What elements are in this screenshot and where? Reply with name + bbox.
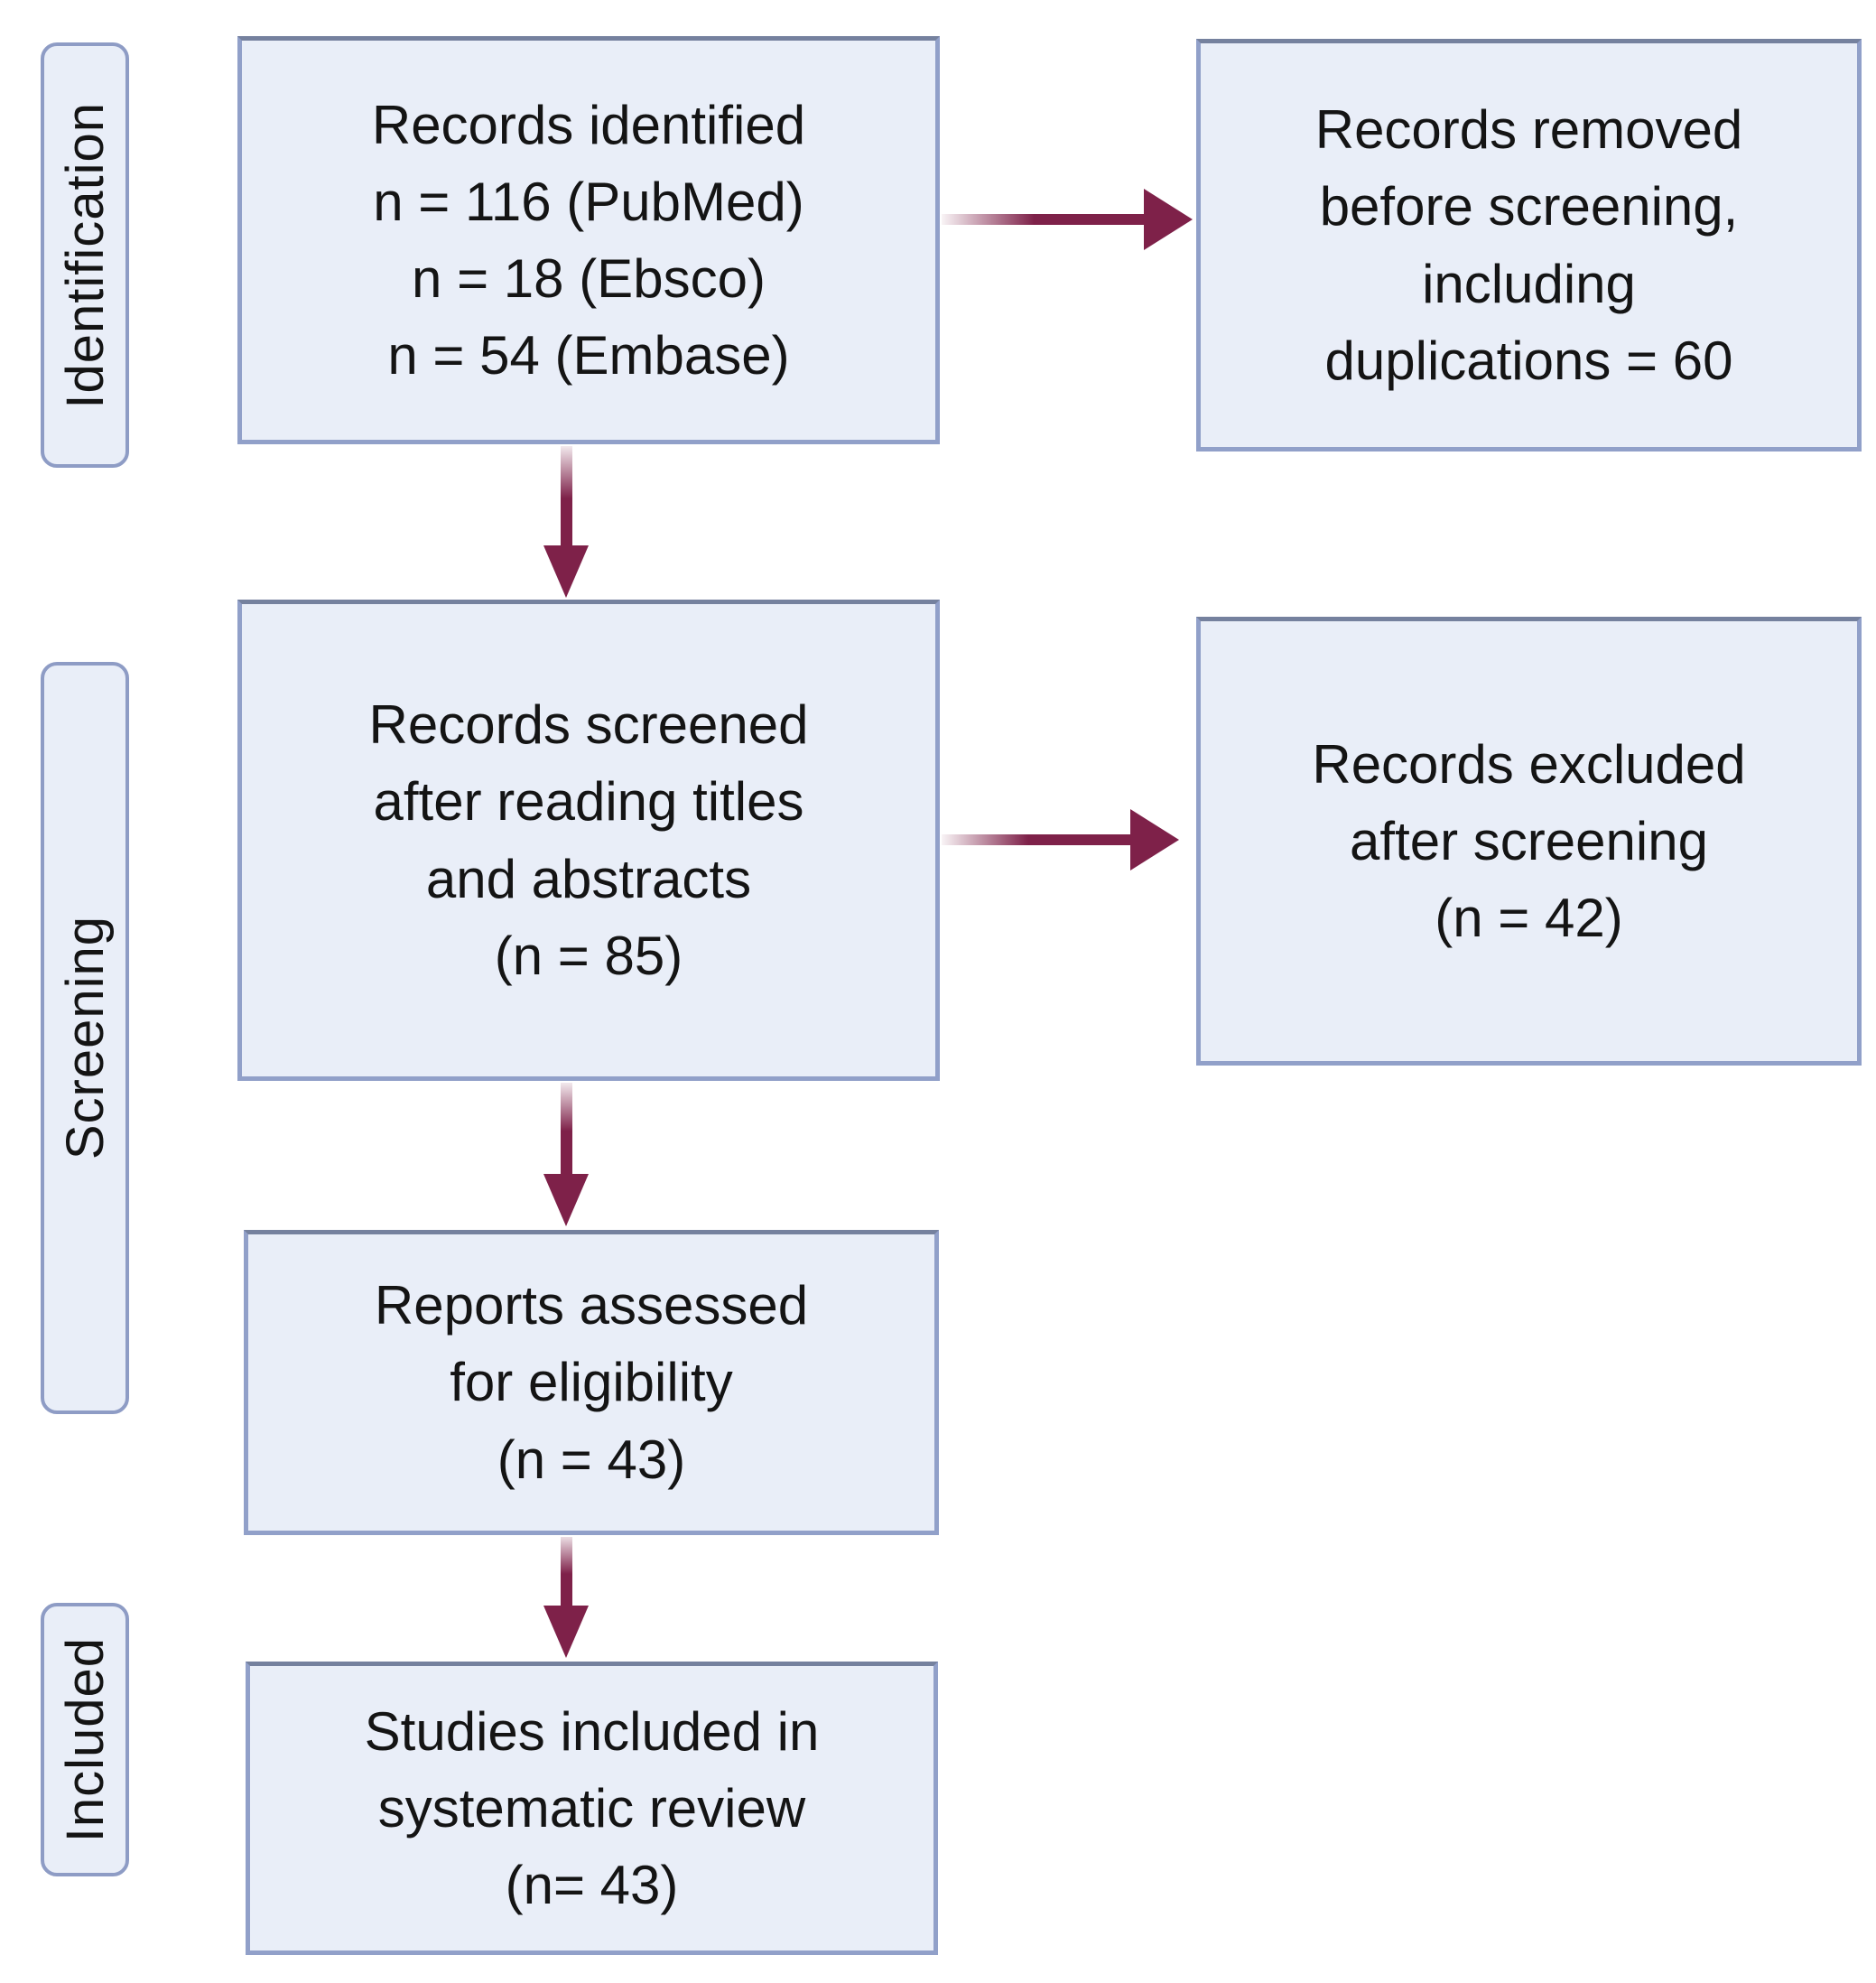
- box-studies-included: Studies included in systematic review (n…: [246, 1662, 938, 1955]
- box-records-identified-text: Records identified n = 116 (PubMed) n = …: [371, 94, 806, 386]
- box-records-identified: Records identified n = 116 (PubMed) n = …: [237, 36, 940, 444]
- stage-label-identification: Identification: [41, 42, 129, 468]
- box-reports-assessed: Reports assessed for eligibility (n = 43…: [244, 1230, 939, 1535]
- arrow-identified-to-removed: [942, 189, 1193, 250]
- arrow-assessed-to-included: [543, 1537, 589, 1658]
- arrow-screened-to-excluded: [942, 809, 1179, 870]
- box-records-removed-text: Records removed before screening, includ…: [1314, 99, 1743, 391]
- stage-label-screening-text: Screening: [55, 916, 115, 1160]
- stage-label-identification-text: Identification: [55, 101, 115, 409]
- box-records-screened-text: Records screened after reading titles an…: [368, 694, 809, 986]
- box-records-screened: Records screened after reading titles an…: [237, 600, 940, 1081]
- box-records-excluded-text: Records excluded after screening (n = 42…: [1312, 733, 1746, 949]
- box-records-removed: Records removed before screening, includ…: [1196, 39, 1862, 452]
- box-records-excluded: Records excluded after screening (n = 42…: [1196, 617, 1862, 1066]
- arrow-identified-to-screened: [543, 446, 589, 598]
- box-reports-assessed-text: Reports assessed for eligibility (n = 43…: [374, 1275, 809, 1490]
- stage-label-included-text: Included: [55, 1636, 115, 1843]
- stage-label-screening: Screening: [41, 662, 129, 1414]
- stage-label-included: Included: [41, 1603, 129, 1876]
- arrow-screened-to-assessed: [543, 1083, 589, 1226]
- box-studies-included-text: Studies included in systematic review (n…: [364, 1700, 820, 1916]
